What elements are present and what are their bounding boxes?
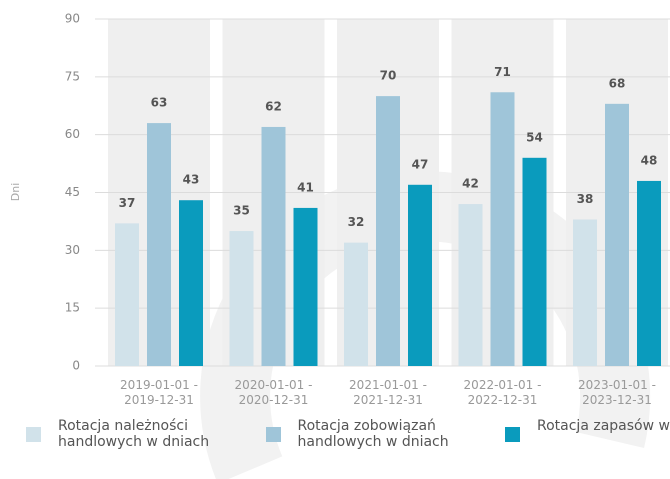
legend-label: Rotacja zobowiązań handlowych w dniach <box>297 418 449 450</box>
bar <box>637 180 661 366</box>
data-label: 68 <box>609 76 626 90</box>
bar <box>376 96 400 366</box>
legend-swatch <box>26 427 41 442</box>
data-label: 63 <box>151 96 168 110</box>
data-label: 54 <box>526 130 543 144</box>
data-label: 71 <box>494 65 511 79</box>
bar <box>147 123 171 366</box>
bar <box>261 126 286 366</box>
data-label: 48 <box>641 153 658 167</box>
data-label: 42 <box>462 177 479 191</box>
y-tick-label: 15 <box>65 301 80 315</box>
x-tick-label: 2020-01-01 - 2020-12-31 <box>234 378 313 407</box>
bar <box>605 103 629 367</box>
data-label: 70 <box>380 69 397 83</box>
data-label: 37 <box>119 196 136 210</box>
y-tick-label: 75 <box>65 69 80 83</box>
data-label: 35 <box>233 204 250 218</box>
bar <box>408 184 432 366</box>
x-tick-label: 2019-01-01 - 2019-12-31 <box>120 378 198 407</box>
data-label: 38 <box>577 192 594 206</box>
bar <box>344 242 368 366</box>
y-tick-label: 60 <box>65 127 80 141</box>
data-label: 41 <box>297 180 314 194</box>
x-tick-label: 2022-01-01 - 2022-12-31 <box>463 378 542 407</box>
x-tick-label: 2023-01-01 - 2023-12-31 <box>578 378 656 407</box>
bar <box>293 207 318 366</box>
y-axis-label: Dni <box>9 183 22 202</box>
y-tick-label: 30 <box>65 243 80 257</box>
bar <box>490 92 515 366</box>
y-tick-label: 90 <box>65 12 80 26</box>
legend-label: Rotacja zapasów w dniach <box>537 418 670 434</box>
data-label: 32 <box>348 215 365 229</box>
data-label: 47 <box>412 157 429 171</box>
legend-swatch <box>505 427 520 442</box>
bar <box>522 157 547 366</box>
bar <box>458 204 483 366</box>
data-label: 62 <box>265 99 282 113</box>
y-tick-label: 0 <box>72 359 80 373</box>
legend-label: Rotacja należności handlowych w dniach <box>58 418 210 450</box>
bar <box>573 219 597 366</box>
data-label: 43 <box>183 173 200 187</box>
x-tick-label: 2021-01-01 - 2021-12-31 <box>349 378 427 407</box>
bar <box>179 200 203 366</box>
bar <box>115 223 139 366</box>
bar <box>229 231 254 366</box>
legend-swatch <box>265 427 281 442</box>
y-tick-label: 45 <box>65 185 80 199</box>
